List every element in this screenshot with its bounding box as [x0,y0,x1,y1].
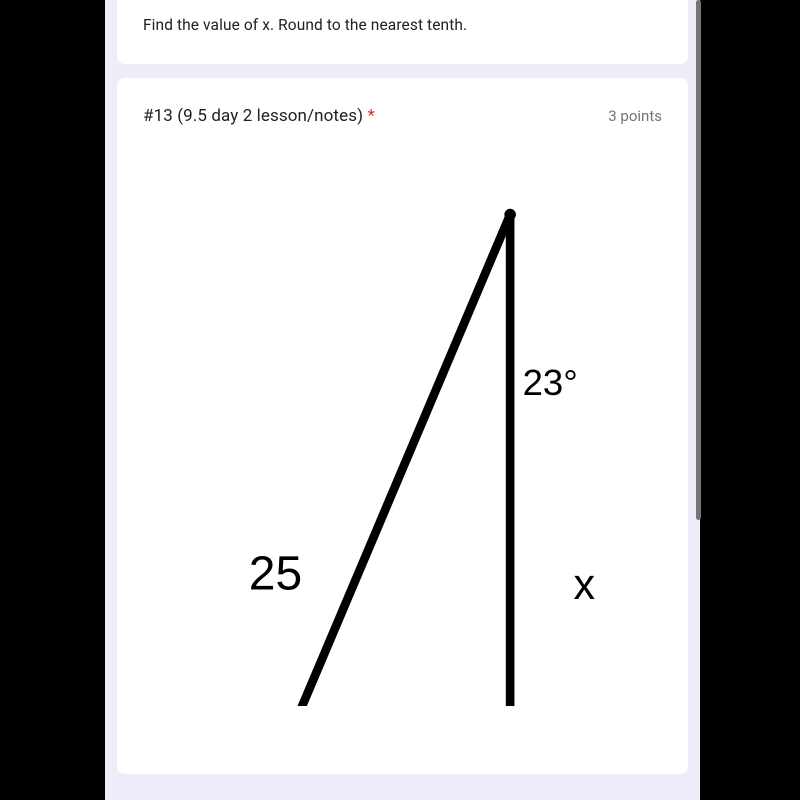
question-header: #13 (9.5 day 2 lesson/notes) * 3 points [143,106,662,126]
triangle-apex-dot [504,209,516,221]
instruction-card: Find the value of x. Round to the neares… [117,0,688,64]
triangle-svg: 23° 25 x [143,146,662,706]
form-viewport: Find the value of x. Round to the neares… [105,0,700,800]
triangle-figure: 23° 25 x [143,146,662,706]
scrollbar-thumb[interactable] [696,0,701,520]
triangle-hypotenuse [230,215,511,706]
question-title: #13 (9.5 day 2 lesson/notes) * [143,106,375,126]
question-card[interactable]: #13 (9.5 day 2 lesson/notes) * 3 points … [117,78,688,774]
x-label: x [574,561,596,609]
angle-label: 23° [523,362,578,403]
instruction-text: Find the value of x. Round to the neares… [143,16,662,34]
hypotenuse-label: 25 [249,547,302,600]
question-title-text: #13 (9.5 day 2 lesson/notes) [143,106,363,126]
required-asterisk: * [367,106,374,126]
question-points: 3 points [608,107,662,125]
